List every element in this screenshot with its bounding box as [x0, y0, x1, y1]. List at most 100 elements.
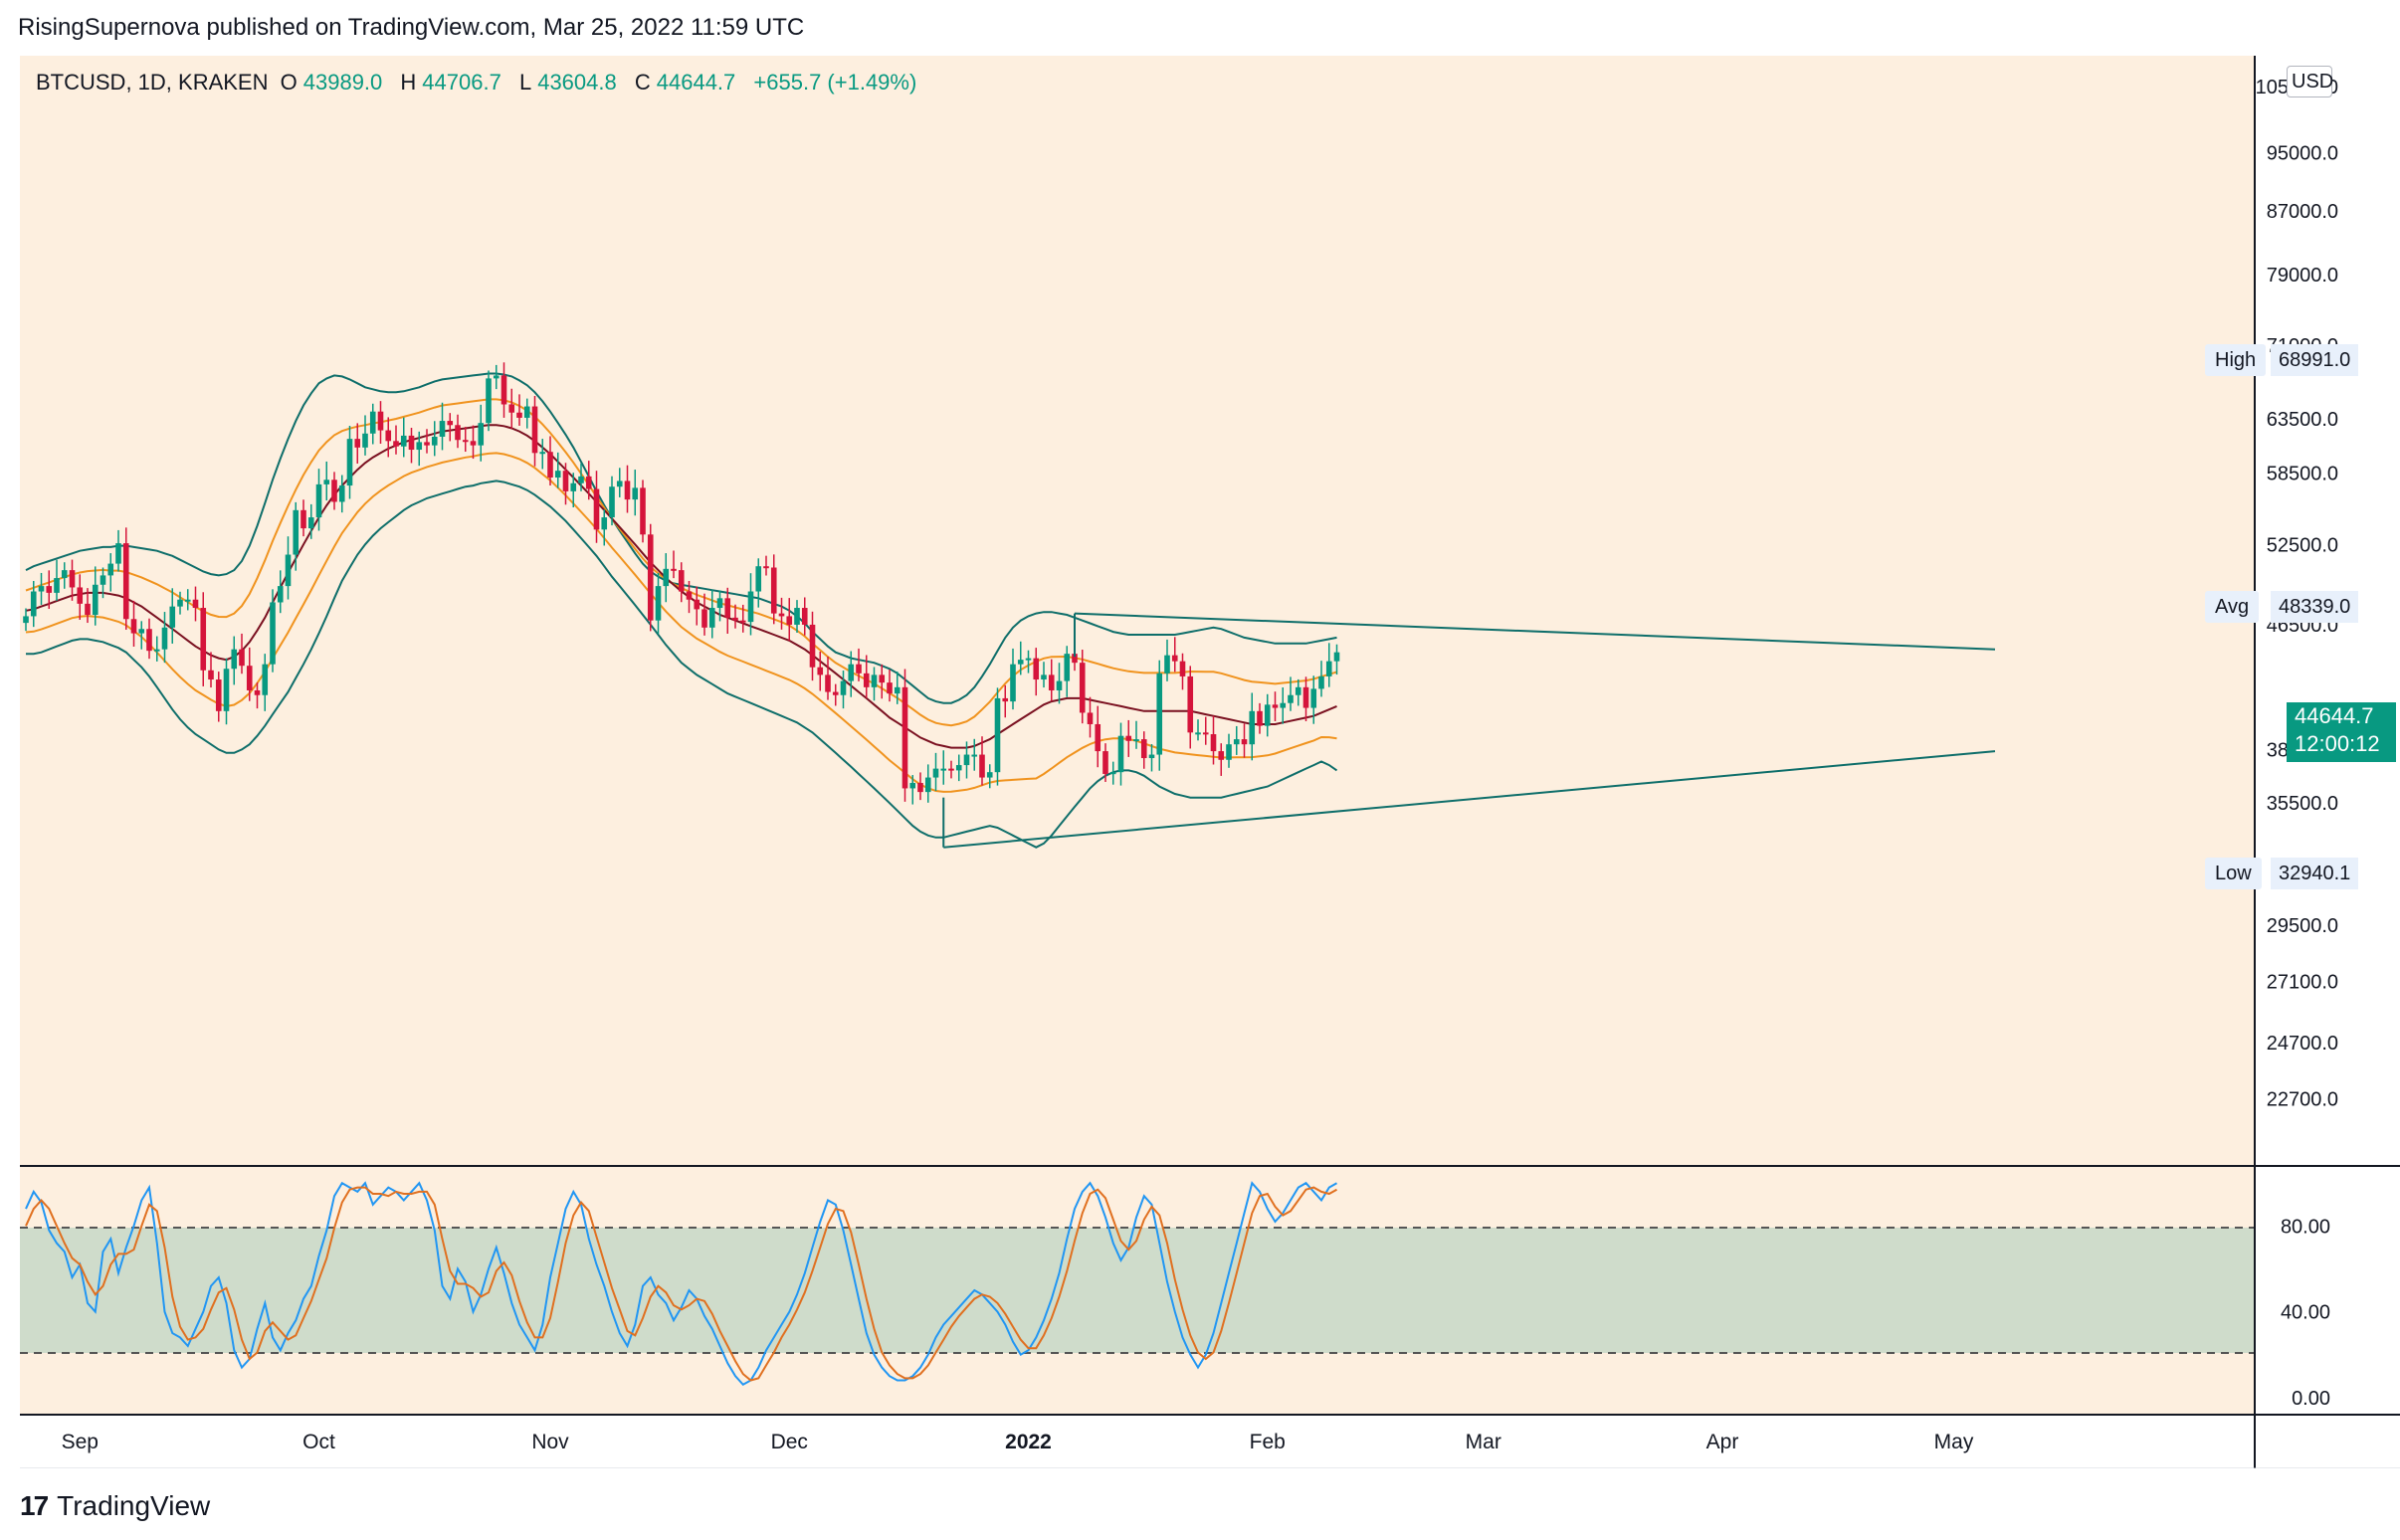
candle-body — [1264, 704, 1271, 726]
chart-canvas[interactable]: 105000.095000.087000.079000.071000.06350… — [20, 56, 2400, 1469]
candle-body — [1171, 655, 1178, 662]
candle-body — [1025, 658, 1032, 661]
candle-body — [169, 606, 176, 628]
candle-body — [1202, 732, 1209, 735]
candle-body — [593, 488, 600, 530]
candle-body — [1257, 710, 1263, 726]
candle-body — [1095, 723, 1101, 752]
currency-badge[interactable]: USD — [2287, 66, 2333, 97]
candle-body — [447, 421, 454, 426]
candle-body — [1087, 712, 1094, 724]
candle-body — [1048, 674, 1055, 690]
candle-body — [107, 563, 114, 576]
candle-body — [30, 591, 37, 617]
candle-body — [439, 421, 446, 437]
high-label-legend: H — [400, 70, 417, 95]
candle-body — [161, 627, 168, 650]
stoch-k-line — [25, 1181, 1337, 1387]
stoch-tick-label: 40.00 — [2281, 1302, 2330, 1324]
candle-body — [385, 430, 392, 442]
candle-body — [315, 483, 322, 518]
bar-countdown: 12:00:12 — [2295, 731, 2380, 756]
candle-body — [1079, 663, 1086, 713]
time-tick-label: Oct — [302, 1431, 335, 1453]
candle-body — [609, 486, 615, 518]
candle-body — [948, 768, 954, 771]
tradingview-logo[interactable]: 17 TradingView — [20, 1490, 210, 1522]
high-value: 68991.0 — [2271, 344, 2359, 376]
candle-body — [1280, 702, 1287, 708]
candle-body — [1241, 739, 1248, 745]
candle-body — [354, 439, 361, 448]
price-tick-label: 79000.0 — [2267, 265, 2338, 287]
open-value: 43989.0 — [302, 70, 383, 95]
candle-body — [1210, 734, 1217, 752]
low-value-legend: 43604.8 — [537, 70, 617, 95]
price-tick-label: 95000.0 — [2267, 142, 2338, 164]
candle-body — [647, 534, 654, 621]
candle-body — [1010, 664, 1016, 702]
candle-body — [215, 679, 222, 711]
candle-body — [701, 609, 707, 628]
stochastic-rsi-lines — [25, 1181, 1337, 1387]
candle-body — [146, 629, 152, 652]
candle-body — [624, 481, 631, 500]
candle-body — [801, 608, 808, 625]
time-tick-label: Dec — [771, 1431, 808, 1453]
price-tick-label: 27100.0 — [2267, 972, 2338, 994]
candle-body — [69, 570, 76, 588]
candle-body — [1002, 697, 1009, 702]
candle-body — [1195, 732, 1201, 735]
chart-area[interactable]: 105000.095000.087000.079000.071000.06350… — [20, 56, 2400, 1469]
close-label-legend: C — [634, 70, 651, 95]
candles-group — [23, 362, 1340, 805]
candle-body — [61, 570, 68, 579]
last-price-value: 44644.7 — [2295, 703, 2374, 728]
candle-body — [54, 578, 60, 593]
candle-body — [1072, 654, 1078, 664]
candle-body — [1233, 739, 1240, 745]
candle-body — [562, 471, 569, 491]
last-price-tag: 44644.7 12:00:12 — [2287, 702, 2396, 762]
candle-body — [262, 664, 269, 695]
candle-body — [1041, 674, 1047, 680]
symbol-legend[interactable]: BTCUSD, 1D, KRAKEN O 43989.0 H 44706.7 L 43… — [36, 70, 922, 96]
candle-body — [848, 664, 855, 681]
candle-body — [585, 476, 592, 489]
candle-body — [46, 586, 53, 593]
candle-body — [377, 411, 384, 431]
change-value: +655.7 (+1.49%) — [753, 70, 917, 95]
candle-body — [200, 608, 207, 671]
candle-body — [23, 616, 29, 624]
candle-body — [516, 412, 522, 418]
candle-body — [686, 591, 693, 600]
candle-body — [1218, 751, 1225, 760]
price-tick-label: 58500.0 — [2267, 463, 2338, 484]
candle-body — [122, 543, 129, 620]
candle-body — [231, 649, 238, 670]
candle-body — [871, 674, 878, 687]
low-label: Low — [2205, 858, 2262, 889]
candle-body — [500, 375, 507, 405]
stoch-tick-label: 0.00 — [2292, 1388, 2330, 1410]
candle-body — [277, 586, 284, 603]
candle-body — [1333, 652, 1340, 662]
candle-body — [331, 480, 337, 502]
candle-body — [1102, 751, 1108, 774]
tradingview-brand-name: TradingView — [57, 1490, 211, 1521]
candle-body — [863, 673, 870, 687]
avg-value: 48339.0 — [2271, 591, 2359, 623]
candle-body — [1033, 658, 1040, 680]
candle-body — [362, 433, 368, 448]
candle-body — [323, 480, 330, 484]
candle-body — [293, 509, 300, 555]
candle-body — [547, 452, 553, 479]
symbol-info[interactable]: BTCUSD, 1D, KRAKEN — [36, 70, 269, 95]
candle-body — [408, 435, 415, 451]
time-tick-label: 2022 — [1005, 1431, 1052, 1453]
candle-body — [917, 782, 923, 793]
candle-body — [239, 649, 245, 667]
high-value-legend: 44706.7 — [422, 70, 501, 95]
candle-body — [300, 509, 306, 529]
candle-body — [832, 691, 839, 695]
